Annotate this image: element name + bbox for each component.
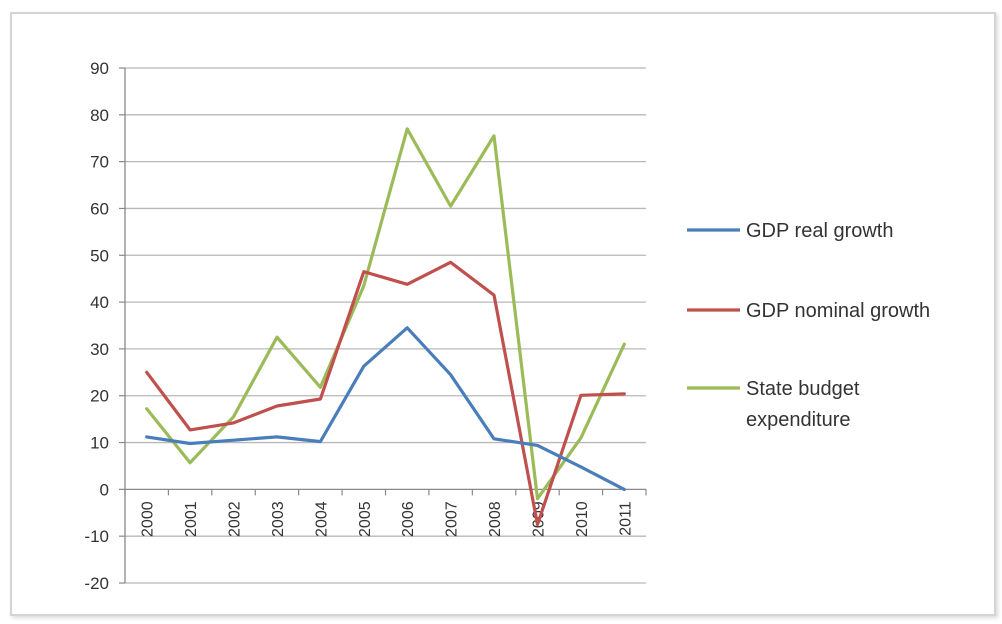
x-tick-label: 2004 — [313, 501, 330, 537]
y-tick-label: 20 — [90, 387, 109, 406]
y-axis-tick-labels: 90 80 70 60 50 40 30 20 10 0 -10 -20 — [84, 59, 109, 593]
legend-label-state-budget-expenditure: State budget — [746, 378, 860, 400]
y-tick-label: 50 — [90, 246, 109, 265]
series-lines — [145, 127, 626, 527]
x-tick-label: 2007 — [444, 501, 461, 537]
series-line-state-budget-expenditure — [145, 127, 626, 501]
legend-label-gdp-nominal-growth: GDP nominal growth — [746, 300, 930, 322]
y-tick-label: 10 — [90, 434, 109, 453]
y-tick-label: -20 — [84, 574, 109, 593]
y-tick-label: 40 — [90, 293, 109, 312]
y-tick-label: 90 — [90, 59, 109, 78]
x-tick-label: 2006 — [400, 501, 417, 537]
x-tick-label: 2000 — [140, 501, 157, 537]
chart-frame: 90 80 70 60 50 40 30 20 10 0 -10 -20 2000 2001 2002 20… — [10, 12, 996, 616]
legend-label-state-budget-expenditure-line2: expenditure — [746, 409, 851, 431]
series-line-gdp-nominal-growth — [145, 260, 626, 527]
legend: GDP real growth GDP nominal growth State b… — [687, 220, 930, 431]
x-tick-label: 2001 — [183, 501, 200, 537]
x-tick-label: 2008 — [487, 501, 504, 537]
series-line-gdp-real-growth — [145, 326, 626, 491]
y-tick-label: -10 — [84, 527, 109, 546]
y-tick-label: 0 — [100, 480, 109, 499]
x-axis-tick-labels: 2000 2001 2002 2003 2004 2005 2006 2007 2008 2009… — [140, 501, 635, 537]
x-tick-label: 2010 — [574, 501, 591, 537]
x-tick-label: 2011 — [617, 501, 634, 536]
x-tick-label: 2005 — [357, 501, 374, 537]
x-tick-label: 2003 — [270, 501, 287, 537]
gridlines — [125, 67, 646, 584]
y-tick-label: 70 — [90, 153, 109, 172]
x-tick-label: 2002 — [227, 501, 244, 537]
y-tick-label: 60 — [90, 199, 109, 218]
y-tick-label: 30 — [90, 340, 109, 359]
axes — [119, 67, 647, 584]
legend-label-gdp-real-growth: GDP real growth — [746, 220, 893, 242]
y-tick-label: 80 — [90, 106, 109, 125]
